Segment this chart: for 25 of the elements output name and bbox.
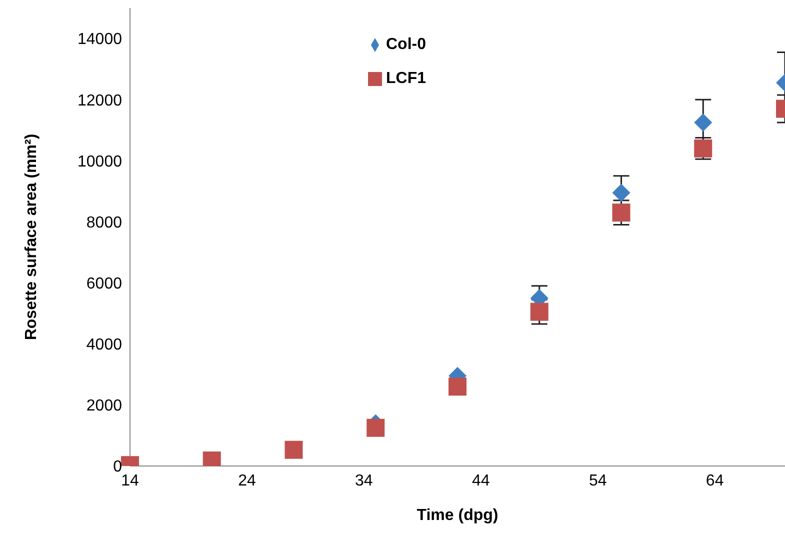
point (612, 204, 630, 222)
y-tick-label: 12000 (78, 92, 122, 110)
x-tick-label: 54 (588, 472, 607, 490)
point (448, 378, 466, 396)
x-axis-title: Time (dpg) (416, 507, 498, 524)
y-tick-label: 6000 (86, 275, 122, 292)
x-tick-label: 24 (238, 472, 256, 490)
point (530, 302, 548, 321)
x-tick-label: 44 (472, 472, 490, 490)
y-tick-label: 4000 (86, 336, 122, 354)
y-tick-label: 10000 (78, 153, 122, 170)
y-tick-label: 2000 (86, 398, 122, 415)
legend-label: LCF1 (386, 70, 426, 87)
y-tick-label: 8000 (86, 214, 122, 232)
legend-label: Col-0 (386, 36, 426, 53)
x-tick-label: 14 (121, 472, 139, 490)
point (694, 114, 712, 132)
point (366, 418, 385, 437)
y-tick-label: 14000 (78, 31, 122, 48)
point (284, 440, 303, 459)
x-tick-label: 34 (355, 472, 373, 490)
y-axis-title: Rosette surface area (mm²) (23, 134, 40, 340)
x-tick-label: 64 (706, 472, 724, 490)
point (612, 184, 630, 202)
y-tick-label: 0 (113, 458, 122, 476)
